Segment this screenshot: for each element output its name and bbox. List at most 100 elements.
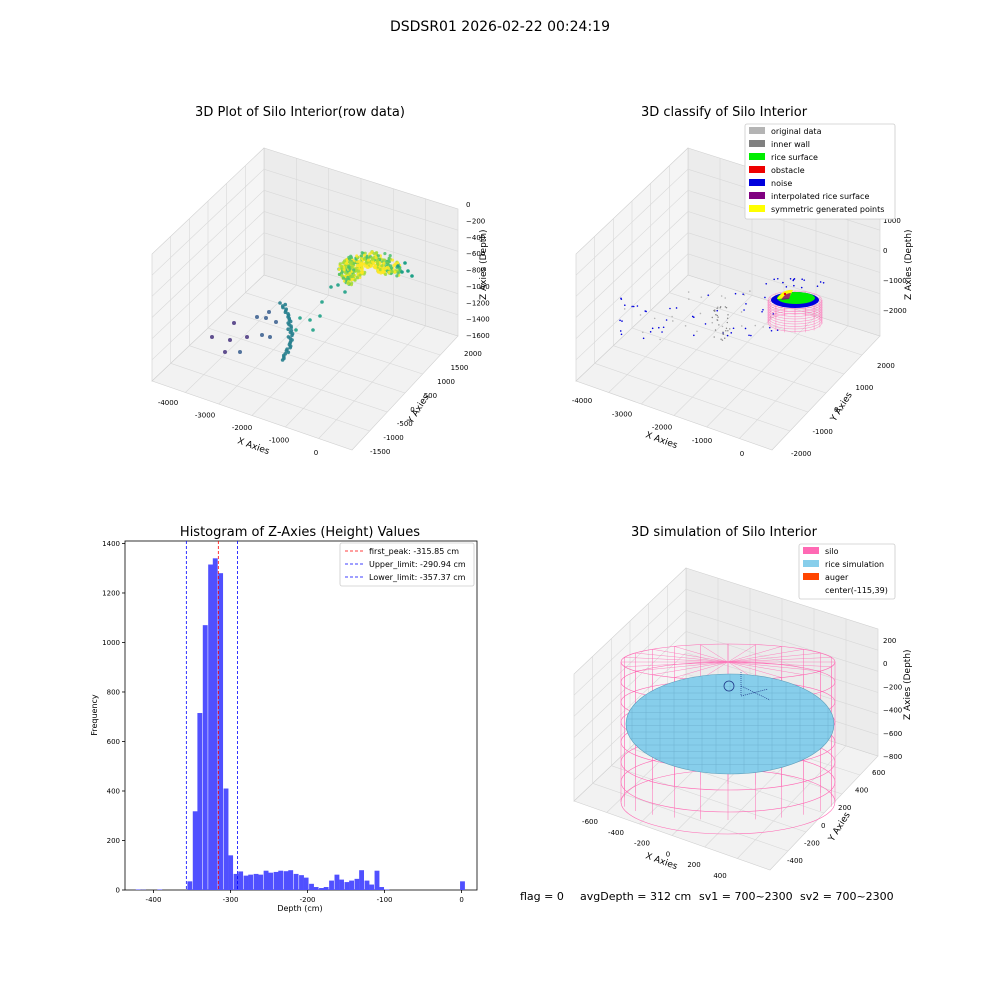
data-point <box>340 273 344 278</box>
legend-label: silo <box>825 547 839 556</box>
data-point <box>374 251 378 255</box>
legend-label: symmetric generated points <box>771 205 884 214</box>
data-point <box>716 319 718 321</box>
tick-label: 0 <box>666 850 670 858</box>
status-line: flag = 0 avgDepth = 312 cm sv1 = 700~230… <box>520 890 894 903</box>
histogram-legend: first_peak: -315.85 cm Upper_limit: -290.… <box>339 542 475 587</box>
data-point <box>800 286 803 289</box>
histogram-bar <box>334 874 340 890</box>
tick-label: −800 <box>883 753 902 761</box>
data-point <box>360 266 364 270</box>
grid-line <box>575 189 881 297</box>
tick-label: 1500 <box>451 364 469 372</box>
data-point <box>384 266 388 271</box>
histogram-bar <box>223 788 229 890</box>
data-point <box>716 314 718 317</box>
data-point <box>353 278 357 282</box>
data-point <box>255 315 259 319</box>
histogram-bar <box>369 884 375 890</box>
data-point <box>727 314 729 316</box>
data-point <box>716 307 718 310</box>
data-point <box>726 321 729 324</box>
panel-raw-3d: 3D Plot of Silo Interior(row data) -4000… <box>151 105 490 457</box>
panel-classify-3d: 3D classify of Silo Interior -4000-3000-… <box>572 105 914 458</box>
data-point <box>730 332 733 334</box>
data-point <box>721 325 724 328</box>
data-point <box>383 272 388 276</box>
histogram-bar <box>233 873 239 890</box>
legend-swatch <box>749 153 765 160</box>
data-point <box>642 337 645 340</box>
data-point <box>754 324 757 327</box>
data-point <box>360 270 365 274</box>
y-tick-label: 200 <box>107 837 120 845</box>
histogram-bar <box>212 558 218 890</box>
data-point <box>793 284 795 287</box>
histogram-bar <box>258 874 264 890</box>
data-point <box>395 274 399 278</box>
tick-label: -2000 <box>652 424 672 432</box>
legend-swatch <box>749 127 765 134</box>
tick-label: 2000 <box>877 362 895 370</box>
data-point <box>388 254 392 258</box>
data-point <box>639 314 642 316</box>
tick-label: −2000 <box>883 307 907 315</box>
tick-label: -400 <box>608 829 624 837</box>
histogram-bar <box>263 870 269 890</box>
data-point <box>387 256 391 260</box>
y-tick-label: 1400 <box>102 540 120 548</box>
data-point <box>366 258 371 262</box>
data-point <box>619 319 621 322</box>
tick-label: 400 <box>713 872 726 880</box>
histogram-y-ticks: 0 200 400 600 800 1000 1200 1400 <box>102 540 125 895</box>
data-point <box>675 307 678 309</box>
tick-label: −800 <box>466 267 485 275</box>
data-point <box>659 338 661 341</box>
data-point <box>785 286 788 288</box>
grid-line <box>573 588 879 696</box>
legend-label: obstacle <box>771 166 805 175</box>
tick-label: 200 <box>687 861 700 869</box>
tick-label: 400 <box>855 787 868 795</box>
histogram-bar <box>329 880 334 890</box>
data-point <box>390 269 394 274</box>
simulation-y-tick-labels: -400 -200 0 200 400 600 <box>787 769 885 865</box>
data-point <box>762 308 764 311</box>
legend-label: rice surface <box>771 153 818 162</box>
silo-spoke <box>652 661 729 675</box>
histogram-bar <box>323 887 329 890</box>
histogram-bar <box>283 871 289 890</box>
data-point <box>376 262 380 267</box>
data-point <box>373 264 377 268</box>
data-point <box>749 290 751 292</box>
data-point <box>713 336 715 338</box>
tick-label: -3000 <box>612 410 632 418</box>
data-point <box>740 311 743 313</box>
histogram-bar <box>303 877 309 890</box>
x-tick-label: -300 <box>223 896 239 904</box>
silo-spoke <box>652 649 729 663</box>
data-point <box>696 330 698 333</box>
classify-x-axis-label: X Axies <box>644 430 679 451</box>
data-point <box>721 339 724 341</box>
x-tick-label: -400 <box>146 896 162 904</box>
data-point <box>369 263 373 268</box>
silo-spoke <box>727 661 782 678</box>
data-point <box>720 295 723 297</box>
data-point <box>722 333 724 335</box>
data-point <box>350 265 354 269</box>
tick-label: -200 <box>634 840 650 848</box>
data-point <box>819 281 822 283</box>
data-point <box>620 298 623 300</box>
simulation-x-axis-label: X Axies <box>644 851 679 872</box>
data-point <box>632 305 635 308</box>
histogram-bar <box>192 811 198 890</box>
data-point <box>714 309 716 311</box>
data-point <box>278 301 282 305</box>
tick-label: 600 <box>872 769 885 777</box>
data-point <box>280 358 285 362</box>
tick-label: 2000 <box>464 350 482 358</box>
silo-spoke <box>727 652 821 663</box>
silo-spoke <box>727 644 756 663</box>
data-point <box>748 334 750 337</box>
